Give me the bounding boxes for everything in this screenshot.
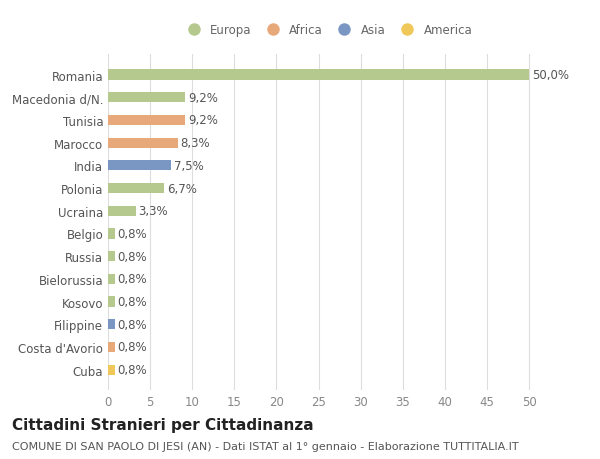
Text: 0,8%: 0,8% <box>117 364 147 376</box>
Bar <box>108 70 529 80</box>
Text: 50,0%: 50,0% <box>532 69 569 82</box>
Legend: Europa, Africa, Asia, America: Europa, Africa, Asia, America <box>178 21 476 41</box>
Text: 7,5%: 7,5% <box>174 160 203 173</box>
Bar <box>108 252 115 262</box>
Text: 3,3%: 3,3% <box>139 205 168 218</box>
Text: COMUNE DI SAN PAOLO DI JESI (AN) - Dati ISTAT al 1° gennaio - Elaborazione TUTTI: COMUNE DI SAN PAOLO DI JESI (AN) - Dati … <box>12 441 518 451</box>
Bar <box>108 206 136 216</box>
Bar <box>108 274 115 284</box>
Bar <box>108 297 115 307</box>
Bar <box>108 161 171 171</box>
Bar <box>108 138 178 148</box>
Text: 6,7%: 6,7% <box>167 182 197 195</box>
Text: 9,2%: 9,2% <box>188 114 218 127</box>
Bar <box>108 319 115 330</box>
Text: 0,8%: 0,8% <box>117 296 147 308</box>
Text: 9,2%: 9,2% <box>188 91 218 105</box>
Text: 0,8%: 0,8% <box>117 250 147 263</box>
Bar <box>108 342 115 352</box>
Bar <box>108 229 115 239</box>
Bar <box>108 93 185 103</box>
Text: Cittadini Stranieri per Cittadinanza: Cittadini Stranieri per Cittadinanza <box>12 417 314 432</box>
Text: 0,8%: 0,8% <box>117 341 147 354</box>
Bar <box>108 365 115 375</box>
Text: 0,8%: 0,8% <box>117 273 147 285</box>
Text: 0,8%: 0,8% <box>117 318 147 331</box>
Bar <box>108 116 185 126</box>
Text: 0,8%: 0,8% <box>117 228 147 241</box>
Text: 8,3%: 8,3% <box>181 137 210 150</box>
Bar <box>108 184 164 194</box>
